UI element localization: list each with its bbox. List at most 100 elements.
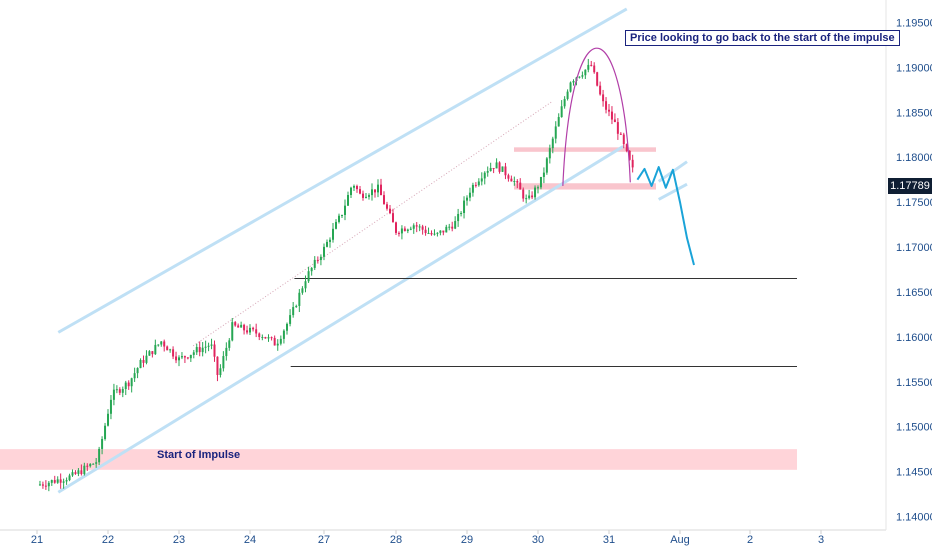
candle-body: [195, 347, 198, 353]
candle-body: [276, 343, 279, 346]
candle-body: [210, 344, 213, 346]
candle-body: [442, 230, 445, 233]
candle-body: [175, 356, 178, 361]
candle-body: [457, 213, 460, 222]
candle-body: [157, 344, 160, 346]
x-tick-label: 21: [31, 534, 43, 546]
candle-body: [234, 322, 237, 326]
y-tick-label: 1.17000: [896, 242, 932, 254]
candle-body: [386, 204, 388, 209]
candle-body: [83, 465, 86, 475]
candle-body: [427, 233, 430, 235]
drawings-layer: [562, 47, 695, 266]
candle-body: [133, 373, 136, 379]
x-axis-ticks: 21 22 23 24 27 28 29 30 31 Aug 2 3: [31, 530, 824, 546]
candle-body: [286, 323, 288, 331]
candle-body: [531, 195, 534, 198]
x-tick-label: 24: [244, 534, 256, 546]
candle-body: [480, 178, 483, 182]
candle-body: [537, 187, 539, 189]
y-tick-label: 1.19500: [896, 17, 932, 29]
candle-body: [169, 349, 172, 351]
candle-body: [258, 333, 261, 338]
candle-body: [610, 111, 613, 120]
candle-body: [572, 80, 575, 83]
candle-body: [350, 187, 352, 196]
x-tick-label: Aug: [670, 534, 690, 546]
candle-body: [400, 228, 403, 234]
candle-body: [225, 347, 228, 357]
candle-body: [139, 359, 142, 369]
candle-body: [625, 144, 628, 151]
candle-body: [451, 226, 454, 229]
candle-body: [282, 330, 285, 339]
candle-body: [463, 200, 466, 213]
candle-body: [332, 228, 334, 240]
candle-body: [483, 172, 486, 179]
candle-body: [53, 480, 56, 483]
candle-body: [98, 448, 101, 463]
candle-body: [548, 148, 551, 159]
candle-body: [489, 168, 492, 172]
candle-body: [216, 356, 219, 376]
candle-body: [62, 481, 65, 483]
candle-body: [492, 168, 495, 170]
candle-body: [316, 259, 319, 261]
candle-body: [183, 356, 186, 358]
candle-body: [222, 356, 225, 369]
candle-body: [466, 197, 468, 201]
candle-body: [545, 158, 548, 173]
candle-body: [433, 233, 436, 235]
candle-body: [86, 465, 89, 467]
levels-layer: [290, 277, 797, 368]
start-of-impulse-label: Start of Impulse: [157, 449, 241, 461]
candle-body: [59, 479, 62, 483]
candle-body: [392, 213, 394, 223]
candle-body: [528, 195, 531, 199]
candle-body: [383, 195, 385, 205]
candle-body: [477, 181, 480, 186]
candle-body: [581, 75, 584, 77]
candle-body: [295, 305, 298, 308]
candle-body: [298, 292, 301, 306]
candle-body: [240, 324, 243, 328]
candle-body: [101, 439, 104, 449]
candle-body: [415, 225, 418, 227]
candle-body: [92, 463, 95, 465]
candle-body: [602, 94, 605, 102]
y-tick-label: 1.15500: [896, 377, 932, 389]
candle-body: [160, 341, 163, 345]
candle-body: [270, 337, 273, 339]
candle-body: [356, 185, 358, 190]
candle-body: [353, 185, 355, 188]
y-tick-label: 1.18000: [896, 152, 932, 164]
candle-body: [304, 281, 307, 289]
candle-body: [136, 368, 139, 374]
x-tick-label: 22: [102, 534, 114, 546]
candle-body: [569, 82, 572, 92]
candle-body: [619, 133, 622, 135]
x-tick-label: 27: [318, 534, 330, 546]
candle-body: [204, 346, 207, 348]
candle-body: [371, 189, 373, 196]
candle-body: [498, 162, 501, 172]
y-tick-label: 1.16000: [896, 332, 932, 344]
candle-body: [189, 354, 192, 359]
candle-body: [124, 382, 127, 390]
candle-body: [510, 178, 513, 182]
candle-body: [418, 226, 421, 228]
candle-body: [50, 480, 53, 483]
channel-upper-line: [57, 7, 628, 334]
candle-body: [542, 172, 545, 177]
price-note-callout[interactable]: Price looking to go back to the start of…: [625, 30, 900, 46]
candle-body: [539, 176, 542, 188]
projected-path: [636, 166, 695, 266]
candle-body: [519, 182, 522, 190]
candle-body: [525, 198, 528, 200]
candle-body: [368, 195, 370, 197]
candle-body: [344, 205, 346, 215]
candle-body: [605, 101, 608, 110]
candle-body: [439, 230, 442, 233]
candle-body: [551, 138, 554, 149]
